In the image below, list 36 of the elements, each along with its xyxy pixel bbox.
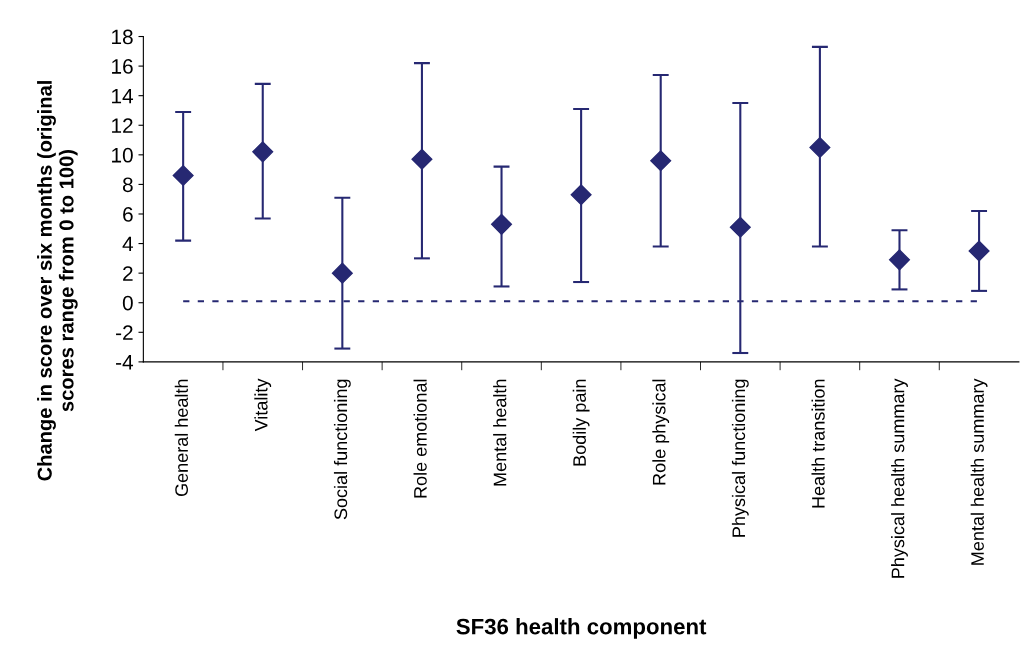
- x-tick-label: Bodily pain: [572, 379, 590, 466]
- y-tick-label: 8: [122, 177, 133, 193]
- y-tick-label: 0: [122, 295, 133, 311]
- point: [411, 148, 433, 170]
- x-tick-label: Physical functioning: [731, 379, 749, 537]
- x-axis-title: SF36 health component: [456, 618, 707, 639]
- y-tick-label: 16: [112, 59, 133, 74]
- x-tick-label: Vitality: [254, 378, 272, 432]
- y-tick-label: 18: [112, 29, 133, 45]
- x-tick-label: General health: [174, 379, 188, 497]
- x-tick-label: Mental health: [493, 379, 507, 486]
- point: [729, 216, 751, 238]
- point: [570, 184, 592, 206]
- point: [888, 249, 911, 271]
- x-tick-label: Role emotional: [413, 379, 427, 498]
- y-tick-label: 14: [112, 88, 134, 104]
- y-tick-label: -4: [116, 355, 134, 370]
- y-tick-label: 4: [122, 236, 134, 252]
- x-tick-label: Role physical: [652, 379, 670, 485]
- x-tick-label: Physical health summary: [891, 378, 908, 578]
- y-tick-label: 12: [112, 118, 133, 133]
- point: [331, 262, 353, 284]
- y-tick-label: -2: [116, 325, 133, 340]
- point: [491, 213, 513, 235]
- y-tick-label: 2: [123, 266, 133, 281]
- y-tick-label: 6: [123, 206, 133, 222]
- point: [252, 141, 274, 163]
- point: [650, 150, 672, 172]
- x-tick-label: Social functioning: [333, 379, 351, 520]
- x-tick-label: Health transition: [811, 379, 825, 508]
- y-tick-label: 10: [112, 147, 133, 163]
- y-axis-title: Change in score over six months (original scores range from 0 to 100): [37, 81, 78, 481]
- x-tick-label: Mental health summary: [970, 378, 988, 565]
- point: [968, 240, 990, 262]
- point: [809, 136, 831, 158]
- point: [172, 165, 194, 187]
